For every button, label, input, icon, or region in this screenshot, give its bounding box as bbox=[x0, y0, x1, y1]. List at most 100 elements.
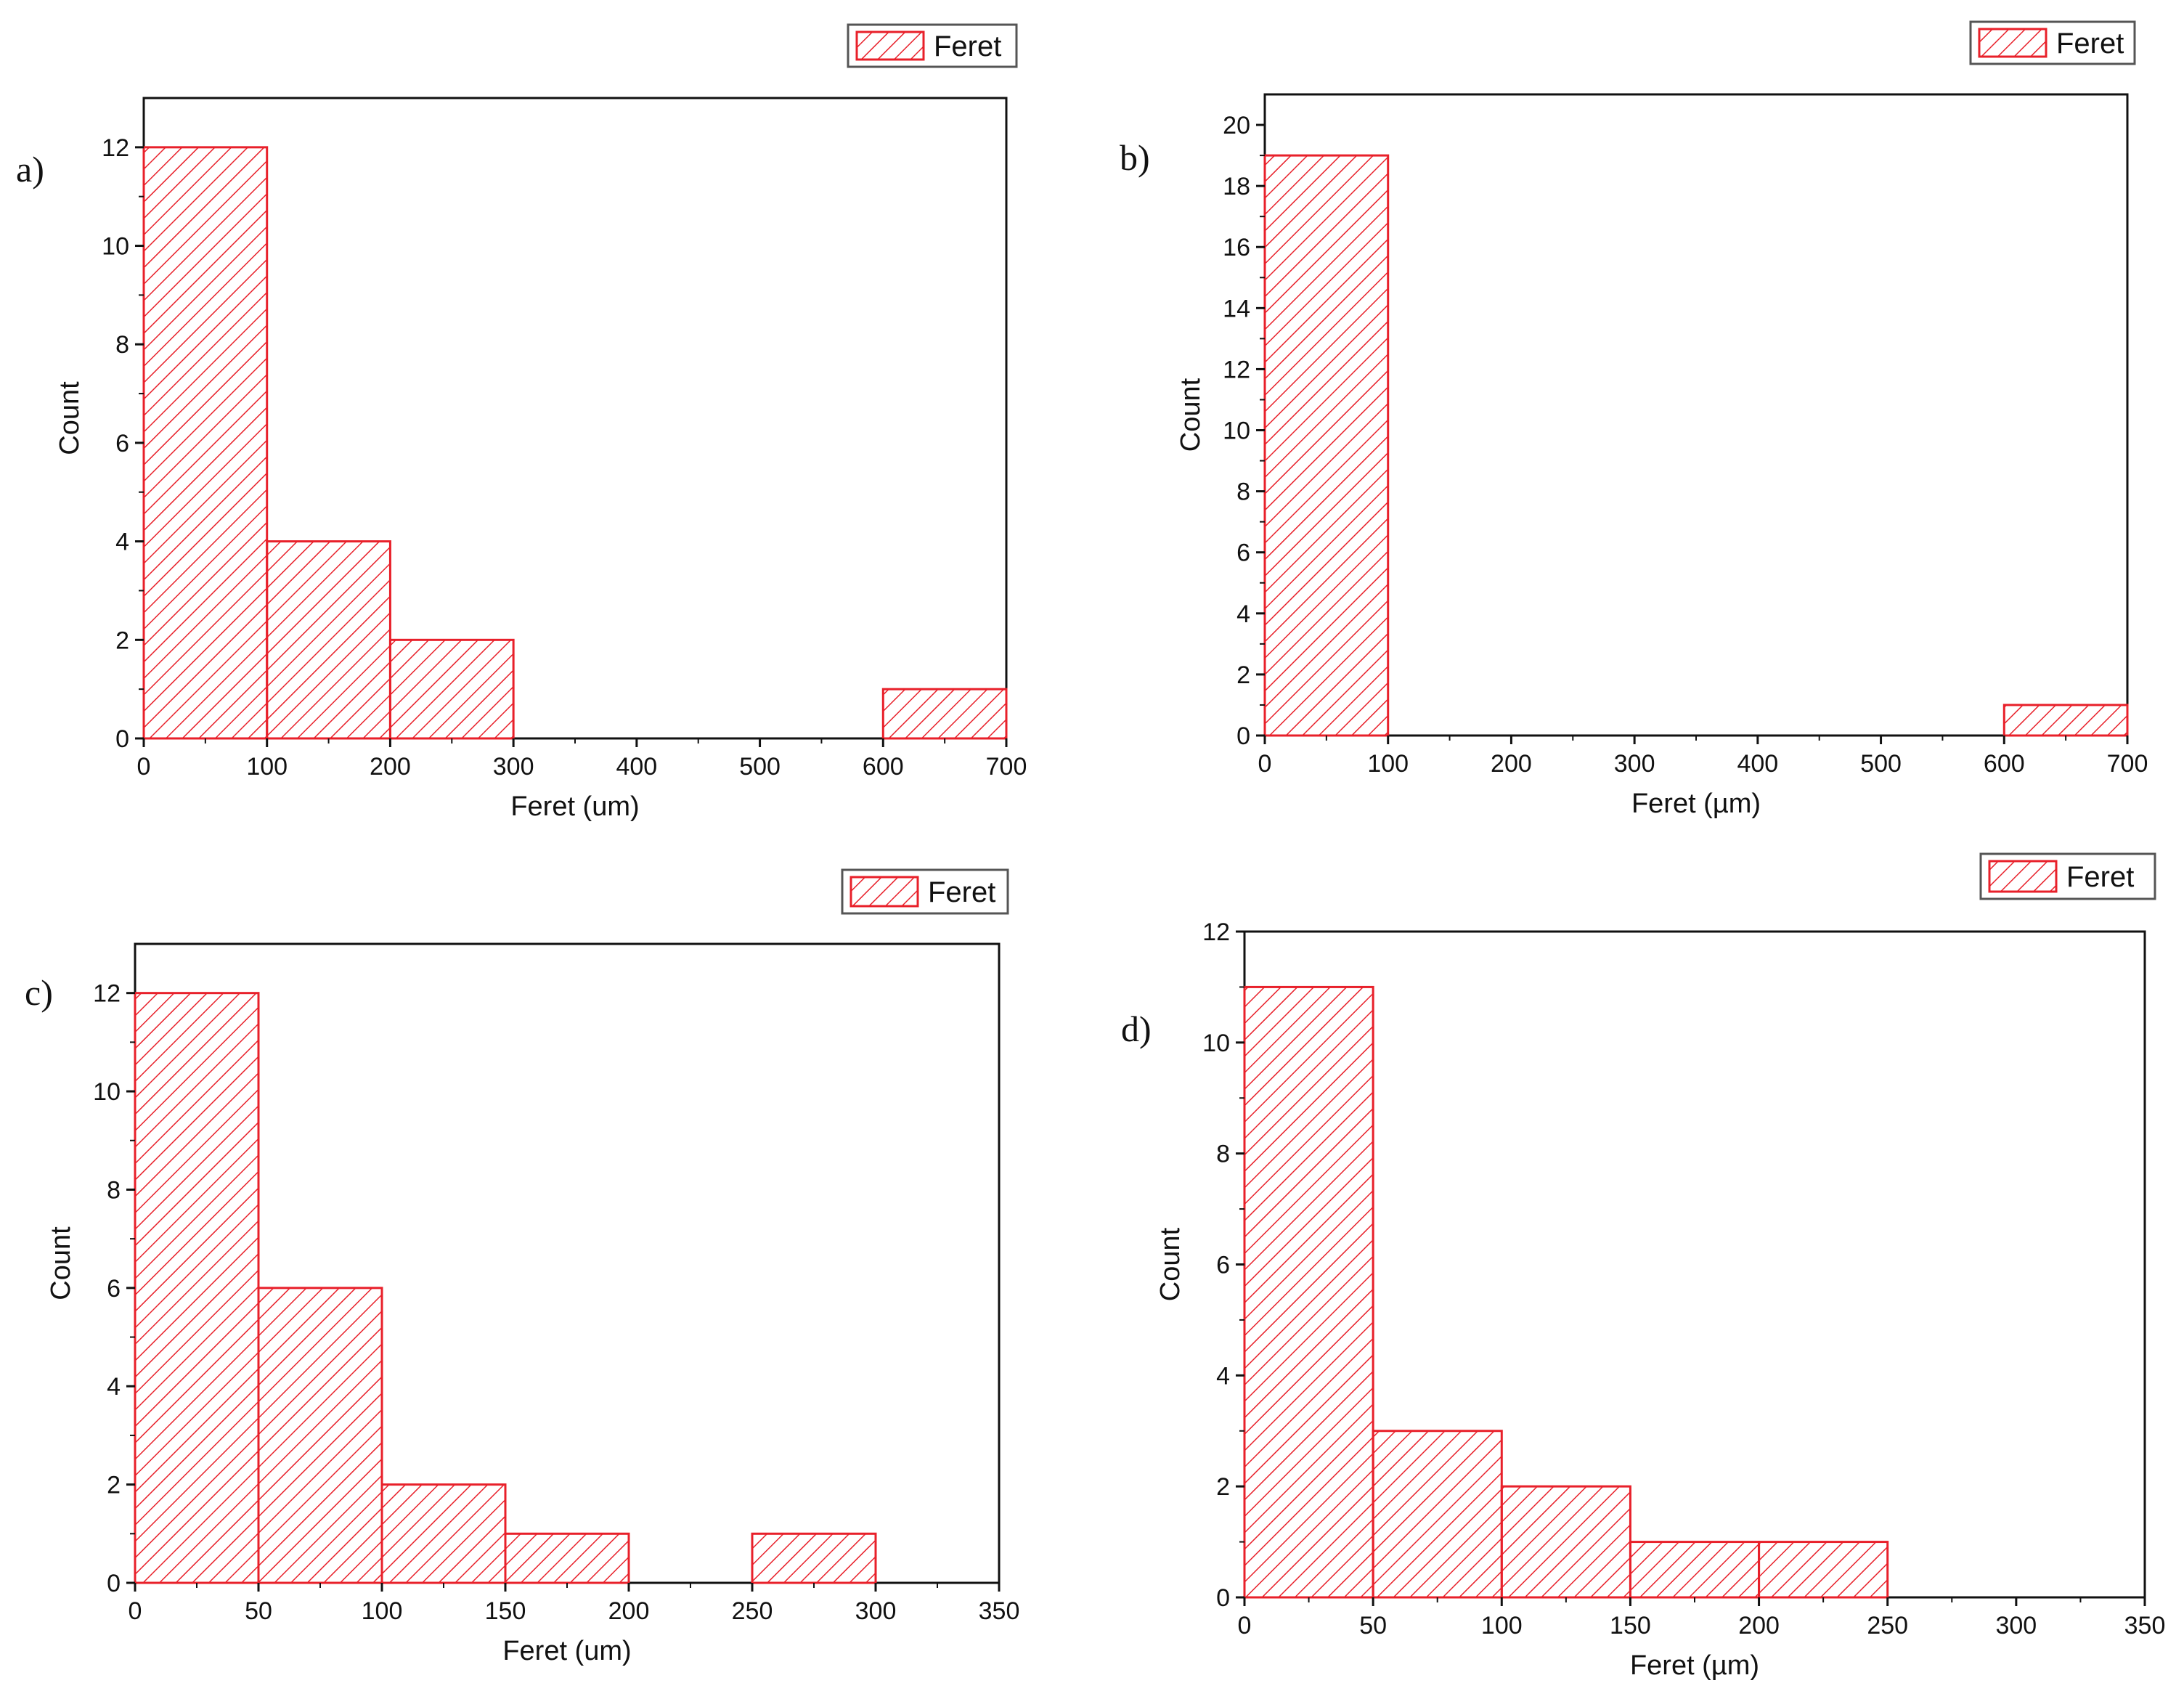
y-tick-label: 14 bbox=[1223, 295, 1250, 322]
x-tick-label: 100 bbox=[1481, 1612, 1523, 1639]
legend-label: Feret bbox=[928, 876, 995, 908]
y-axis-label: Count bbox=[1155, 1227, 1186, 1301]
histogram-bar bbox=[881, 688, 1008, 740]
legend-swatch bbox=[1988, 860, 2058, 893]
histogram-bar bbox=[751, 1532, 877, 1584]
histogram-panel-1: 0 100 200 300 400 500 600 700 0 2 4 6 8 10 12 14 16 18 20 F… bbox=[1120, 20, 2148, 819]
y-tick-label: 4 bbox=[1236, 600, 1250, 628]
panel-letter: a) bbox=[16, 149, 44, 190]
y-tick-label: 12 bbox=[1202, 918, 1230, 946]
histogram-bar bbox=[142, 146, 269, 740]
y-tick-label: 8 bbox=[1216, 1141, 1230, 1168]
y-tick-label: 10 bbox=[102, 233, 129, 261]
legend-swatch bbox=[1978, 28, 2048, 58]
y-tick-label: 12 bbox=[1223, 356, 1250, 383]
y-tick-label: 4 bbox=[1216, 1362, 1230, 1390]
x-tick-label: 300 bbox=[1995, 1612, 2037, 1639]
x-tick-label: 250 bbox=[1867, 1612, 1908, 1639]
x-tick-label: 100 bbox=[246, 753, 288, 781]
x-tick-label: 200 bbox=[1738, 1612, 1780, 1639]
y-tick-label: 2 bbox=[1236, 661, 1250, 689]
y-tick-label: 12 bbox=[93, 980, 121, 1008]
x-tick-label: 700 bbox=[986, 753, 1027, 781]
x-tick-label: 50 bbox=[245, 1597, 272, 1625]
y-tick-label: 8 bbox=[115, 331, 129, 359]
histogram-bar bbox=[257, 1287, 383, 1584]
y-tick-label: 12 bbox=[102, 134, 129, 162]
panel-letter: d) bbox=[1121, 1009, 1152, 1049]
legend-label: Feret bbox=[934, 30, 1001, 62]
y-tick-label: 16 bbox=[1223, 234, 1250, 261]
x-axis-label: Feret (µm) bbox=[1631, 789, 1761, 819]
legend-swatch bbox=[855, 30, 925, 61]
legend-swatch bbox=[849, 876, 919, 908]
x-tick-label: 100 bbox=[362, 1597, 403, 1625]
y-axis-label: Count bbox=[54, 381, 85, 455]
y-tick-label: 6 bbox=[107, 1275, 121, 1303]
histogram-bar bbox=[1500, 1485, 1631, 1599]
y-tick-label: 10 bbox=[1202, 1030, 1230, 1057]
histogram-bar bbox=[388, 638, 515, 740]
legend-label: Feret bbox=[2066, 861, 2134, 893]
histogram-bar bbox=[1629, 1541, 1761, 1599]
legend: Feret bbox=[841, 868, 1009, 915]
histogram-bar bbox=[134, 992, 260, 1584]
x-tick-label: 150 bbox=[485, 1597, 526, 1625]
histogram-bar bbox=[1372, 1430, 1503, 1599]
x-tick-label: 200 bbox=[608, 1597, 650, 1625]
x-tick-label: 200 bbox=[370, 753, 411, 781]
legend: Feret bbox=[847, 23, 1018, 68]
histogram-bar bbox=[2002, 704, 2129, 737]
y-tick-label: 2 bbox=[115, 627, 129, 654]
histogram-bar bbox=[1758, 1541, 1889, 1599]
y-tick-label: 8 bbox=[107, 1176, 121, 1204]
x-axis-label: Feret (um) bbox=[502, 1636, 631, 1666]
y-tick-label: 0 bbox=[107, 1570, 121, 1597]
x-tick-label: 150 bbox=[1610, 1612, 1651, 1639]
legend: Feret bbox=[1969, 20, 2136, 65]
y-axis-label: Count bbox=[46, 1226, 76, 1300]
y-tick-label: 4 bbox=[115, 529, 129, 556]
y-tick-label: 2 bbox=[107, 1472, 121, 1499]
y-tick-label: 0 bbox=[115, 725, 129, 753]
histogram-bar bbox=[380, 1483, 507, 1584]
x-tick-label: 0 bbox=[137, 753, 151, 781]
y-tick-label: 2 bbox=[1216, 1473, 1230, 1501]
x-tick-label: 50 bbox=[1359, 1612, 1387, 1639]
y-tick-label: 4 bbox=[107, 1373, 121, 1401]
x-axis-label: Feret (um) bbox=[510, 791, 639, 822]
x-tick-label: 500 bbox=[1860, 750, 1902, 778]
histogram-panel-0: 0 100 200 300 400 500 600 700 0 2 4 6 8 10 12 Feret (um… bbox=[16, 23, 1027, 822]
y-axis-label: Count bbox=[1175, 378, 1206, 452]
histogram-panel-2: 0 50 100 150 200 250 300 350 0 2 4 6 8 10 12 Feret (um)… bbox=[25, 868, 1019, 1666]
legend-label: Feret bbox=[2056, 28, 2124, 60]
x-tick-label: 600 bbox=[863, 753, 904, 781]
y-tick-label: 18 bbox=[1223, 173, 1250, 200]
y-tick-label: 6 bbox=[115, 430, 129, 457]
x-tick-label: 0 bbox=[1258, 750, 1272, 778]
y-tick-label: 6 bbox=[1216, 1252, 1230, 1279]
x-tick-label: 200 bbox=[1491, 750, 1532, 778]
panel-letter: c) bbox=[25, 972, 53, 1013]
x-tick-label: 500 bbox=[739, 753, 781, 781]
histogram-bar bbox=[1263, 154, 1390, 737]
x-axis-label: Feret (µm) bbox=[1630, 1650, 1759, 1681]
y-tick-label: 20 bbox=[1223, 112, 1250, 139]
histogram-panel-3: 0 50 100 150 200 250 300 350 0 2 4 6 8 10 12 Feret (µm)… bbox=[1121, 852, 2166, 1681]
plot-frame bbox=[1263, 93, 2129, 737]
x-tick-label: 700 bbox=[2107, 750, 2148, 778]
x-tick-label: 350 bbox=[2124, 1612, 2166, 1639]
x-tick-label: 0 bbox=[129, 1597, 142, 1625]
y-tick-label: 10 bbox=[1223, 417, 1250, 445]
x-tick-label: 300 bbox=[855, 1597, 897, 1625]
x-tick-label: 400 bbox=[1737, 750, 1778, 778]
x-tick-label: 100 bbox=[1367, 750, 1409, 778]
x-tick-label: 300 bbox=[493, 753, 534, 781]
y-tick-label: 6 bbox=[1236, 539, 1250, 567]
x-tick-label: 0 bbox=[1238, 1612, 1252, 1639]
x-tick-label: 400 bbox=[616, 753, 657, 781]
panel-letter: b) bbox=[1120, 137, 1150, 178]
histogram-bar bbox=[266, 540, 391, 740]
x-tick-label: 250 bbox=[732, 1597, 773, 1625]
